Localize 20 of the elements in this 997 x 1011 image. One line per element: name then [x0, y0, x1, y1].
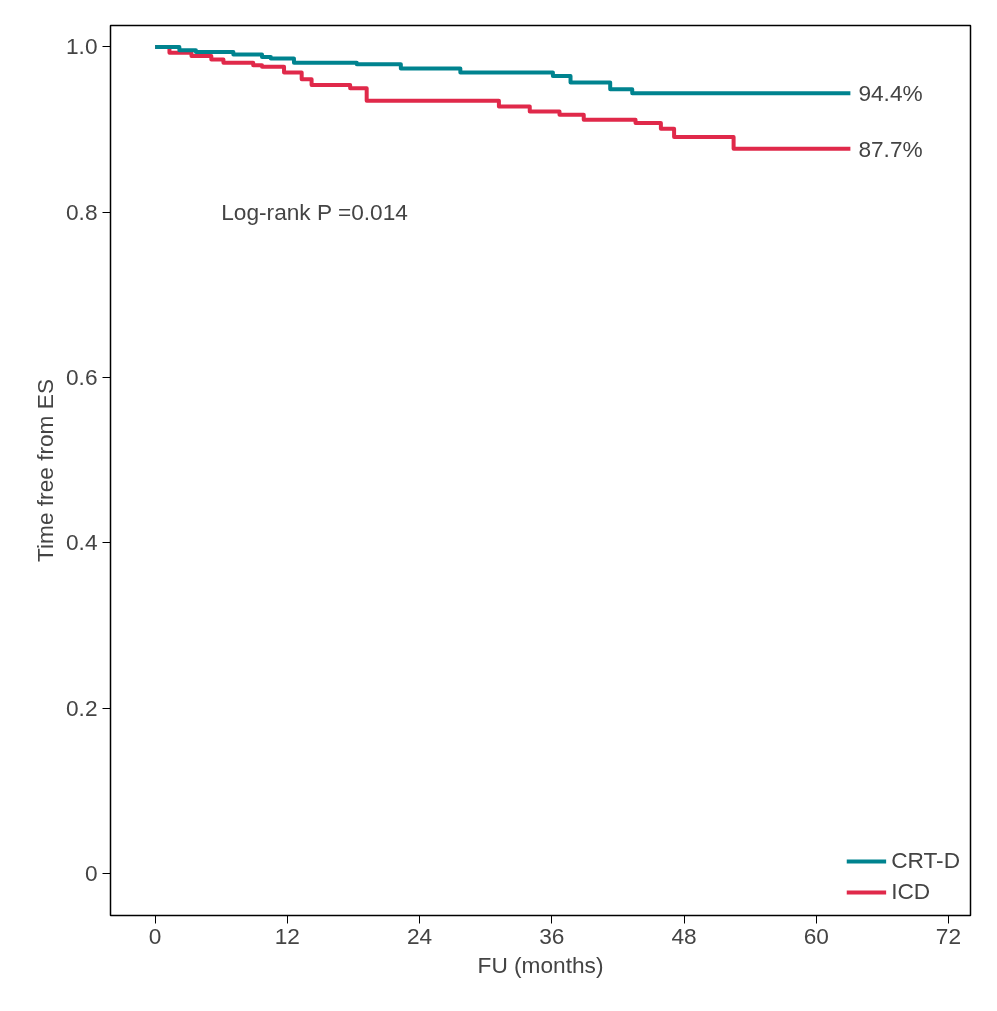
y-tick-label: 0.8 [66, 198, 98, 225]
x-tick-label: 72 [935, 922, 962, 949]
legend-label: CRT-D [891, 847, 960, 874]
x-tick-label: 48 [671, 922, 697, 949]
annotation: 87.7% [858, 135, 923, 162]
y-axis-title: Time free from ES [32, 379, 58, 562]
y-tick-label: 1.0 [66, 33, 98, 60]
x-tick-label: 36 [539, 922, 565, 949]
annotation: 94.4% [858, 80, 923, 107]
x-tick-label: 12 [274, 922, 300, 949]
x-axis-title: FU (months) [477, 951, 604, 978]
y-tick-label: 0.6 [66, 364, 98, 391]
y-tick-label: 0 [84, 859, 98, 886]
y-tick-label: 0.4 [66, 529, 98, 556]
legend-label: ICD [891, 878, 931, 905]
x-tick-label: 60 [803, 922, 829, 949]
y-tick-label: 0.2 [66, 694, 98, 721]
annotation: Log-rank P =0.014 [221, 199, 408, 226]
x-tick-label: 24 [406, 922, 433, 949]
x-tick-label: 0 [148, 922, 162, 949]
